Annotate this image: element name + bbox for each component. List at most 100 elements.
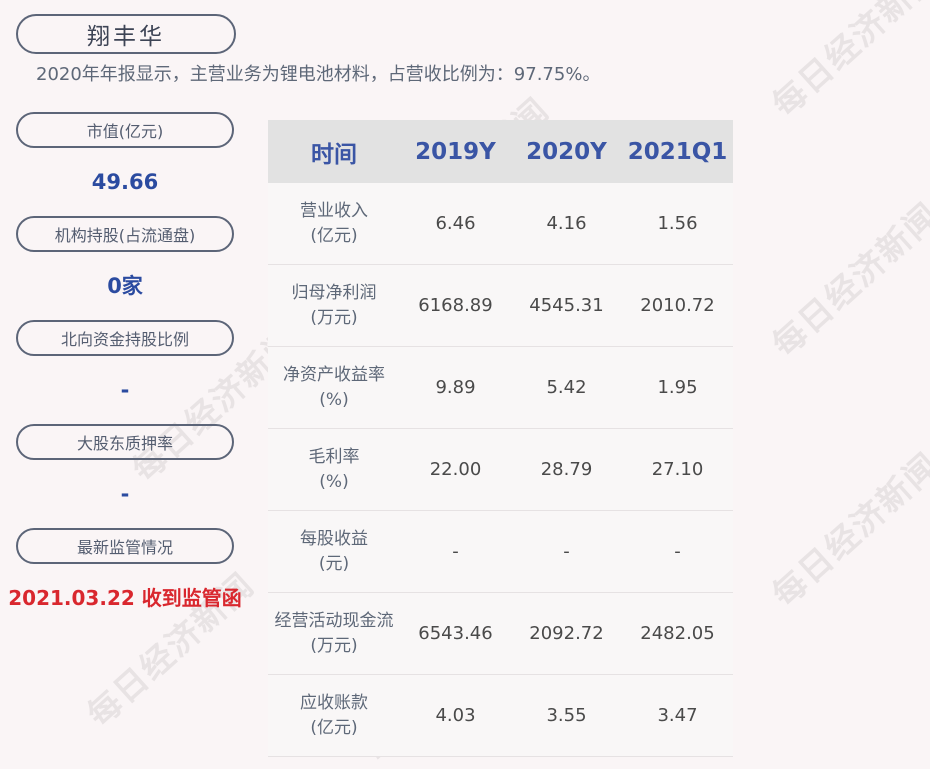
table-cell-value: - xyxy=(400,510,511,593)
metric-block: 市值(亿元) 49.66 xyxy=(0,112,250,216)
row-label: 应收账款 (亿元) xyxy=(268,691,400,740)
row-label-unit: (亿元) xyxy=(310,225,358,246)
cell-value: 2010.72 xyxy=(640,295,715,316)
row-label-name: 归母净利润 xyxy=(291,282,377,303)
business-summary-text: 2020年年报显示，主营业务为锂电池材料，占营收比例为：97.75%。 xyxy=(36,64,601,85)
cell-value: 4545.31 xyxy=(529,295,604,316)
cell-value: 27.10 xyxy=(651,459,704,480)
table-cell-value: 2092.72 xyxy=(511,592,622,675)
row-label: 经营活动现金流 (万元) xyxy=(268,609,400,658)
row-label-unit: (万元) xyxy=(310,307,358,328)
row-label-cell: 毛利率 (%) xyxy=(268,428,400,511)
row-label-unit: (亿元) xyxy=(310,717,358,738)
table-row: 每股收益 (元) - - - xyxy=(268,510,733,593)
row-label: 归母净利润 (万元) xyxy=(268,281,400,330)
table-row: 应收账款 (亿元) 4.03 3.55 3.47 xyxy=(268,674,733,757)
column-header-2021q1: 2021Q1 xyxy=(622,120,733,183)
table-row: 毛利率 (%) 22.00 28.79 27.10 xyxy=(268,428,733,511)
cell-value: 2482.05 xyxy=(640,623,715,644)
table-cell-value: 3.55 xyxy=(511,674,622,757)
row-label-name: 毛利率 xyxy=(308,446,360,467)
metric-block: 最新监管情况 2021.03.22 收到监管函 xyxy=(0,528,250,632)
metric-label-pill: 大股东质押率 xyxy=(16,424,234,460)
cell-value: 1.56 xyxy=(657,213,698,234)
table-cell-value: 1.95 xyxy=(622,346,733,429)
metrics-column: 市值(亿元) 49.66 机构持股(占流通盘) 0家北向资金持股比例 - 大股东质押率 - 最… xyxy=(0,112,250,632)
cell-value: 4.03 xyxy=(435,705,476,726)
row-label-cell: 净资产收益率 (%) xyxy=(268,346,400,429)
cell-value: - xyxy=(563,541,570,562)
cell-value: 4.16 xyxy=(546,213,587,234)
cell-value: 3.47 xyxy=(657,705,698,726)
row-label: 每股收益 (元) xyxy=(268,527,400,576)
table-cell-value: 5.42 xyxy=(511,346,622,429)
row-label-unit: (元) xyxy=(318,553,350,574)
row-label-unit: (万元) xyxy=(310,635,358,656)
metric-block: 大股东质押率 - xyxy=(0,424,250,528)
metric-value: - xyxy=(120,377,130,402)
cell-value: - xyxy=(674,541,681,562)
row-label: 营业收入 (亿元) xyxy=(268,199,400,248)
cell-value: 5.42 xyxy=(546,377,587,398)
column-header-time: 时间 xyxy=(268,120,400,183)
metric-value: - xyxy=(120,481,130,506)
table-cell-value: 4.03 xyxy=(400,674,511,757)
row-label-name: 经营活动现金流 xyxy=(274,610,394,631)
cell-value: 6.46 xyxy=(435,213,476,234)
column-header-2020y: 2020Y xyxy=(511,120,622,183)
cell-value: 2092.72 xyxy=(529,623,604,644)
table-cell-value: 4545.31 xyxy=(511,264,622,347)
metric-value: 49.66 xyxy=(91,169,159,194)
cell-value: 9.89 xyxy=(435,377,476,398)
row-label-cell: 营业收入 (亿元) xyxy=(268,183,400,265)
table-cell-value: 6.46 xyxy=(400,183,511,265)
row-label-cell: 每股收益 (元) xyxy=(268,510,400,593)
table-cell-value: 6168.89 xyxy=(400,264,511,347)
cell-value: 22.00 xyxy=(429,459,482,480)
metric-label-pill: 机构持股(占流通盘) xyxy=(16,216,234,252)
table-header-row: 时间 2019Y 2020Y 2021Q1 xyxy=(268,120,733,183)
row-label-cell: 经营活动现金流 (万元) xyxy=(268,592,400,675)
metric-label-pill: 北向资金持股比例 xyxy=(16,320,234,356)
table-row: 净资产收益率 (%) 9.89 5.42 1.95 xyxy=(268,346,733,429)
row-label-name: 营业收入 xyxy=(300,200,368,221)
table-cell-value: 6543.46 xyxy=(400,592,511,675)
table-body: 营业收入 (亿元) 6.46 4.16 1.56 归母净利润 (万元) 6168.89 4545… xyxy=(268,183,733,757)
table-cell-value: 4.16 xyxy=(511,183,622,265)
row-label-name: 净资产收益率 xyxy=(283,364,385,385)
table-cell-value: 27.10 xyxy=(622,428,733,511)
metric-block: 机构持股(占流通盘) 0家 xyxy=(0,216,250,320)
table-cell-value: 22.00 xyxy=(400,428,511,511)
financial-metrics-table: 时间 2019Y 2020Y 2021Q1 营业收入 (亿元) 6.46 4.16 1.… xyxy=(268,120,733,757)
row-label-cell: 应收账款 (亿元) xyxy=(268,674,400,757)
metric-value: 0家 xyxy=(107,273,143,298)
table-cell-value: 9.89 xyxy=(400,346,511,429)
row-label: 毛利率 (%) xyxy=(268,445,400,494)
table-cell-value: - xyxy=(622,510,733,593)
company-name-pill: 翔丰华 xyxy=(16,14,236,54)
cell-value: - xyxy=(452,541,459,562)
table-cell-value: 3.47 xyxy=(622,674,733,757)
metric-label-pill: 最新监管情况 xyxy=(16,528,234,564)
table-cell-value: 2010.72 xyxy=(622,264,733,347)
table-cell-value: - xyxy=(511,510,622,593)
row-label-unit: (%) xyxy=(319,471,349,492)
cell-value: 28.79 xyxy=(540,459,593,480)
table-row: 归母净利润 (万元) 6168.89 4545.31 2010.72 xyxy=(268,264,733,347)
cell-value: 6543.46 xyxy=(418,623,493,644)
table-cell-value: 2482.05 xyxy=(622,592,733,675)
table-row: 营业收入 (亿元) 6.46 4.16 1.56 xyxy=(268,183,733,265)
cell-value: 1.95 xyxy=(657,377,698,398)
column-header-2019y: 2019Y xyxy=(400,120,511,183)
row-label-cell: 归母净利润 (万元) xyxy=(268,264,400,347)
cell-value: 3.55 xyxy=(546,705,587,726)
row-label-unit: (%) xyxy=(319,389,349,410)
table-cell-value: 1.56 xyxy=(622,183,733,265)
metric-value-alert: 2021.03.22 收到监管函 xyxy=(8,586,242,610)
row-label: 净资产收益率 (%) xyxy=(268,363,400,412)
row-label-name: 应收账款 xyxy=(300,692,368,713)
metric-label-pill: 市值(亿元) xyxy=(16,112,234,148)
table-row: 经营活动现金流 (万元) 6543.46 2092.72 2482.05 xyxy=(268,592,733,675)
row-label-name: 每股收益 xyxy=(300,528,368,549)
